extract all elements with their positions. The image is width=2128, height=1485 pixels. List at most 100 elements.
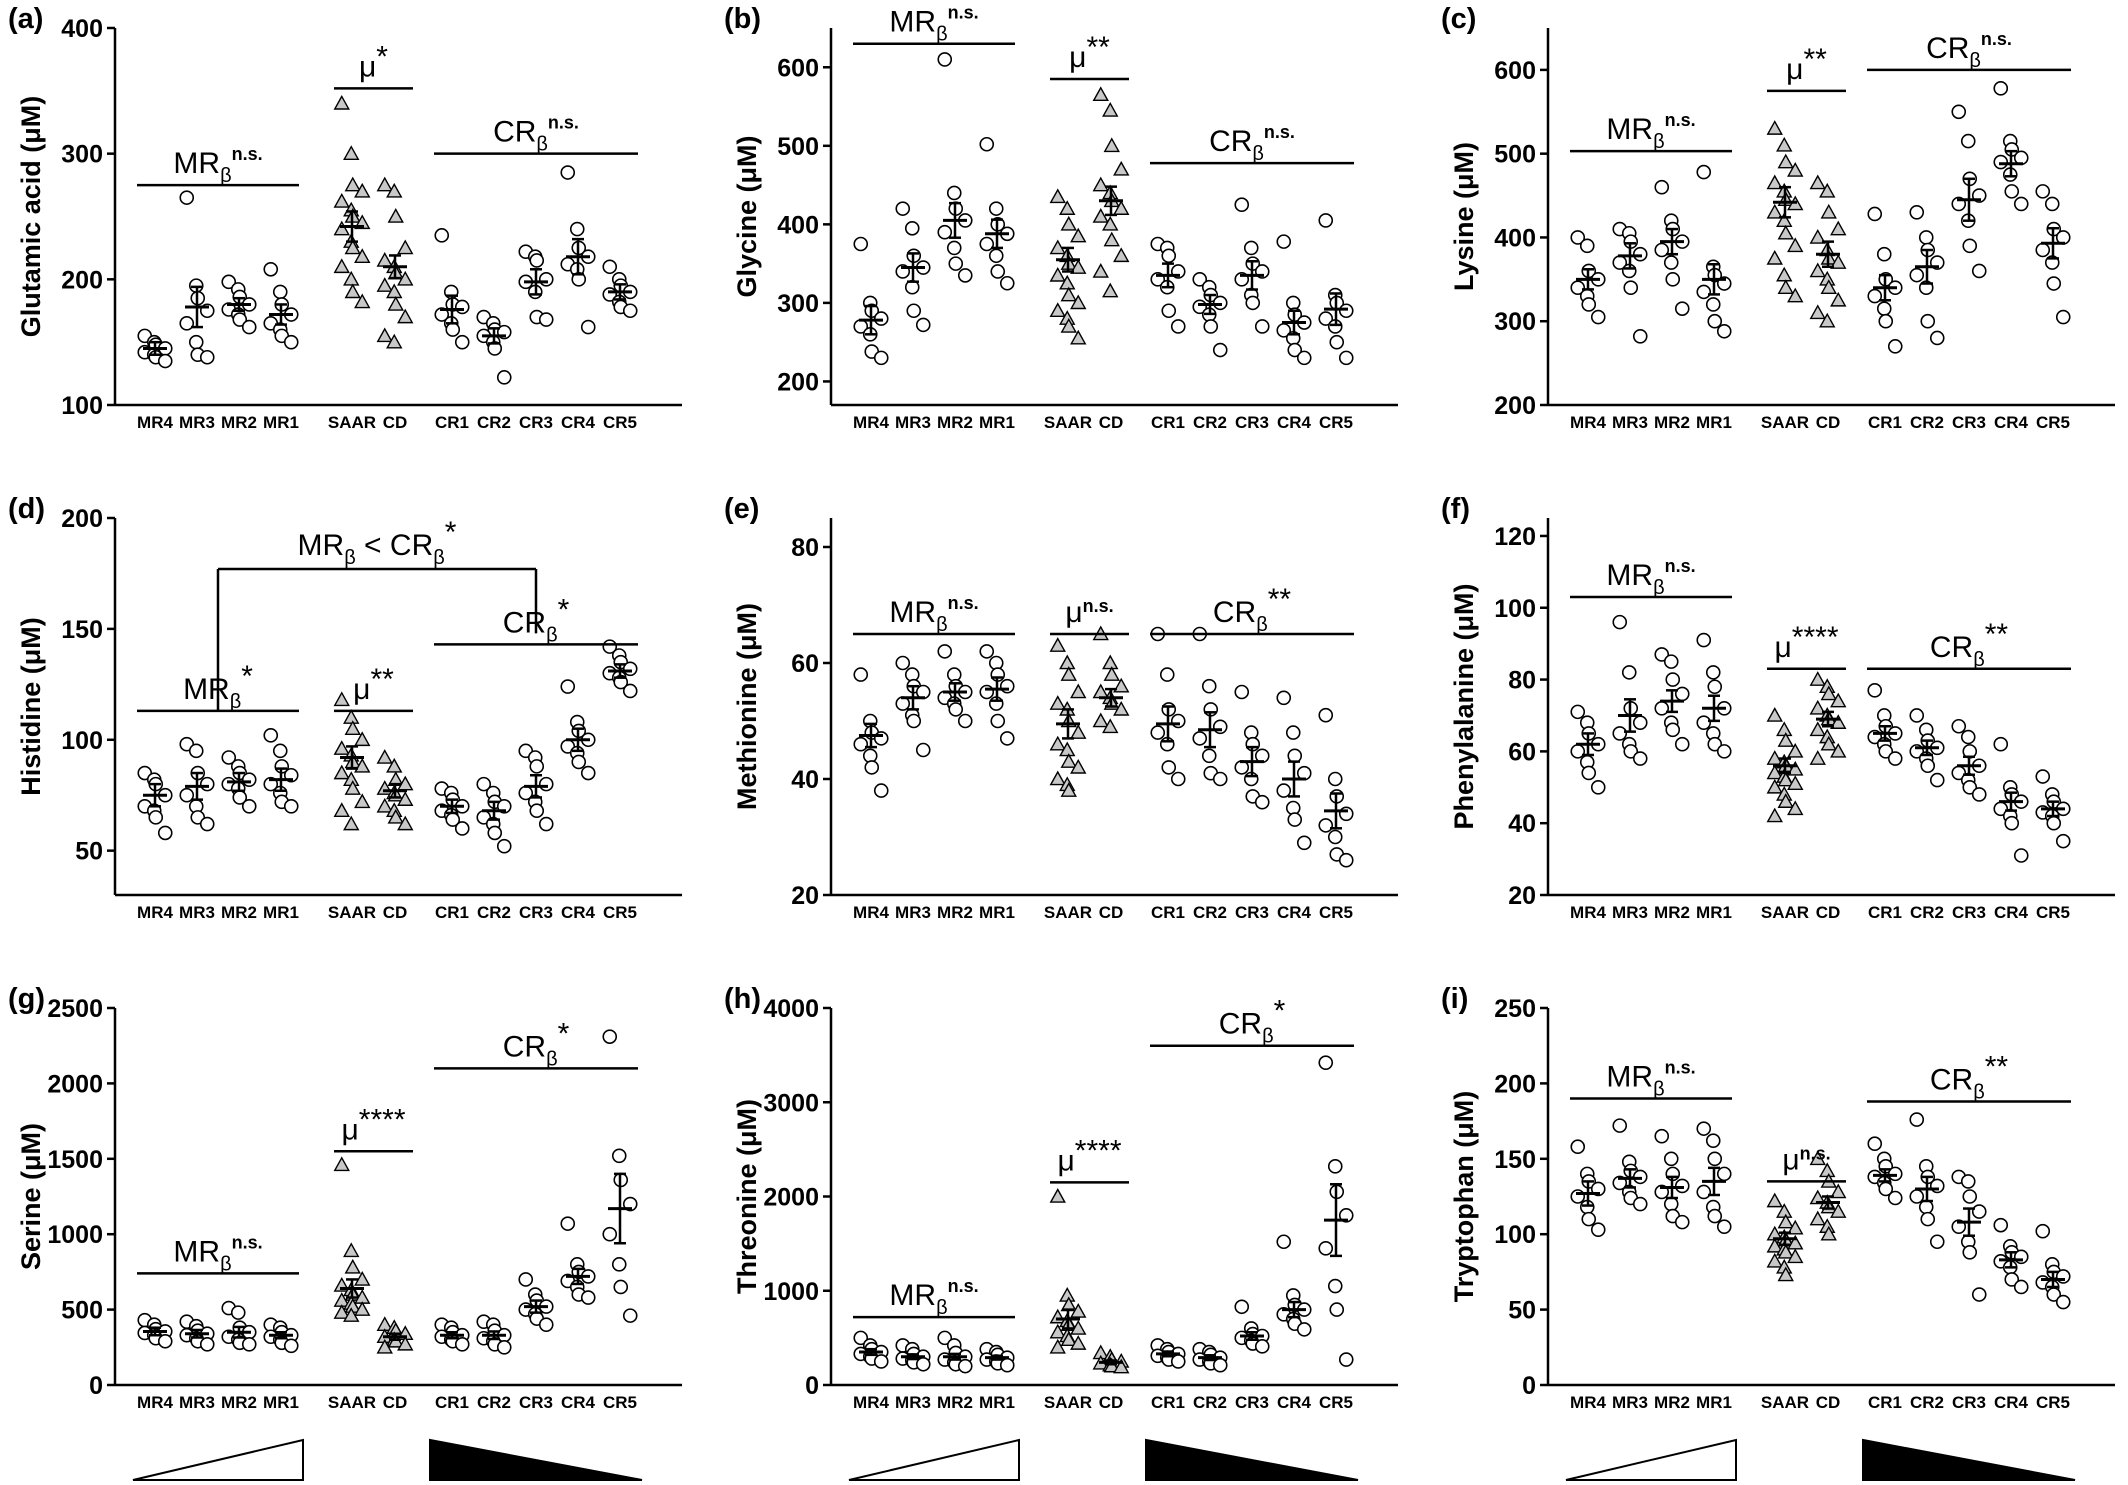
data-point-circle: [1318, 1055, 1334, 1070]
x-tick-label: MR3: [179, 1393, 215, 1412]
panel-letter: (e): [724, 493, 759, 525]
data-point-triangle: [333, 1156, 350, 1172]
data-point-triangle: [354, 248, 371, 264]
x-tick-label: MR2: [1654, 1393, 1690, 1412]
data-point-circle: [1570, 230, 1586, 245]
data-point-circle: [1654, 1128, 1670, 1144]
data-point-circle: [2013, 196, 2029, 212]
data-point-circle: [1632, 329, 1648, 344]
significance-label: MRβ < CRβ*: [298, 516, 457, 569]
panel-g: (g) Serine (μM) 0 500 1000 1500 2000 2500 MR4 MR3…: [8, 983, 682, 1481]
data-point-circle: [1276, 690, 1292, 706]
data-point-circle: [1929, 1178, 1945, 1194]
significance-label: CRβ**: [1213, 583, 1292, 636]
data-point-triangle: [1787, 1248, 1804, 1264]
significance-label-part: β: [936, 1297, 948, 1319]
data-point-triangle: [1776, 721, 1793, 737]
data-point-triangle: [354, 1301, 371, 1316]
data-point-circle: [602, 1226, 618, 1242]
x-tick-label: CR5: [1319, 1393, 1353, 1412]
data-point-circle: [283, 334, 299, 350]
y-tick-label: 0: [89, 1372, 103, 1400]
data-point-circle: [454, 1336, 470, 1352]
x-tick-label: CD: [1816, 1393, 1841, 1412]
data-point-circle: [1254, 1339, 1270, 1354]
significance-label-part: β: [433, 547, 445, 569]
x-tick-label: CR5: [2036, 413, 2070, 432]
x-tick-label: CR1: [1151, 1393, 1185, 1412]
data-point-circle: [1960, 133, 1976, 149]
data-point-triangle: [1092, 712, 1109, 728]
x-tick-label: MR2: [937, 1393, 973, 1412]
ramp-decreasing: [1145, 1438, 1359, 1481]
x-tick-label: SAAR: [1761, 413, 1809, 432]
significance-label-part: μ: [353, 673, 370, 706]
significance-label: MRβn.s.: [1606, 110, 1695, 153]
y-axis-label: Serine (μM): [16, 1123, 46, 1270]
data-point-circle: [1329, 1302, 1345, 1317]
data-point-triangle: [1820, 685, 1837, 701]
data-point-triangle: [1777, 732, 1794, 747]
data-point-circle: [1296, 350, 1312, 366]
data-point-triangle: [1787, 775, 1804, 790]
significance-label-part: β: [1653, 577, 1665, 599]
data-point-circle: [1581, 297, 1597, 312]
data-point-triangle: [397, 1335, 414, 1351]
data-point-circle: [1867, 288, 1883, 304]
data-point-triangle: [397, 791, 414, 806]
data-point-circle: [1612, 1118, 1628, 1133]
significance-label-part: β: [936, 614, 948, 636]
data-point-triangle: [1049, 302, 1066, 318]
data-point-triangle: [1819, 1162, 1836, 1178]
data-point-circle: [1570, 280, 1586, 296]
y-axis-label: Threonine (μM): [732, 1099, 762, 1294]
significance-label-part: MR: [889, 6, 936, 39]
data-point-circle: [1962, 1189, 1978, 1204]
data-point-circle: [1696, 164, 1712, 180]
data-point-triangle: [376, 176, 393, 192]
x-tick-label: CR3: [519, 1393, 553, 1412]
x-tick-label: MR1: [263, 413, 299, 432]
significance-label: μ*: [359, 40, 388, 83]
data-point-triangle: [343, 1242, 360, 1258]
data-point-circle: [853, 236, 869, 252]
significance-label-part: ****: [1792, 621, 1839, 654]
data-point-circle: [241, 772, 257, 787]
x-tick-label: CR3: [1235, 903, 1269, 922]
y-tick-label: 2000: [763, 1184, 819, 1212]
y-tick-label: 150: [61, 616, 103, 644]
data-point-triangle: [1820, 279, 1837, 295]
data-point-triangle: [1049, 266, 1066, 282]
data-point-triangle: [1059, 200, 1076, 215]
significance-label-part: *: [376, 40, 388, 73]
data-point-circle: [1192, 731, 1208, 746]
data-point-circle: [1971, 263, 1987, 279]
data-point-circle: [434, 228, 450, 243]
panel-letter: (c): [1441, 3, 1476, 35]
x-tick-label: MR1: [263, 903, 299, 922]
data-point-circle: [979, 236, 995, 252]
data-point-circle: [1920, 313, 1936, 329]
data-point-circle: [232, 312, 248, 327]
data-point-circle: [1887, 751, 1903, 766]
x-tick-label: CR4: [1277, 1393, 1312, 1412]
data-point-triangle: [1049, 239, 1066, 255]
significance-label-part: μ: [342, 1113, 359, 1146]
data-point-triangle: [1809, 671, 1826, 686]
data-point-circle: [1654, 647, 1670, 662]
data-point-circle: [1971, 787, 1987, 802]
data-point-triangle: [333, 764, 350, 780]
data-point-circle: [1327, 771, 1343, 787]
x-tick-label: MR4: [1570, 1393, 1606, 1412]
y-tick-label: 50: [1508, 1297, 1536, 1325]
data-point-circle: [1612, 726, 1628, 741]
data-point-circle: [1696, 284, 1712, 300]
data-point-circle: [199, 816, 215, 832]
x-tick-label: MR3: [895, 903, 931, 922]
data-point-circle: [1909, 267, 1925, 283]
y-tick-label: 100: [1494, 1221, 1536, 1249]
y-tick-label: 300: [1494, 308, 1536, 336]
data-point-circle: [853, 667, 869, 682]
data-point-triangle: [1766, 1237, 1783, 1253]
